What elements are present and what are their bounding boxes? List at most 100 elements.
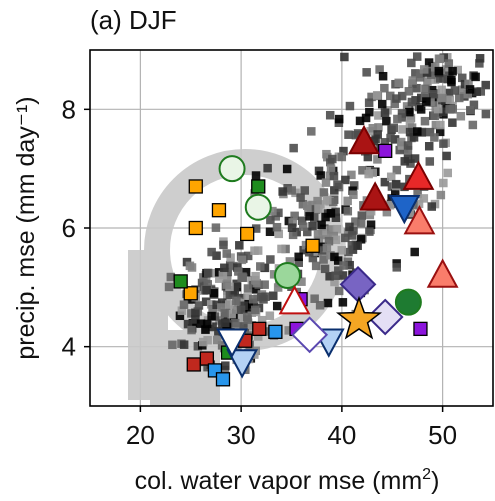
grid-point-marker <box>337 246 347 255</box>
grid-point-marker <box>471 72 480 82</box>
grid-point-marker <box>194 301 204 310</box>
grid-point-marker <box>340 52 349 62</box>
grid-point-marker <box>183 319 193 329</box>
grid-point-marker <box>450 86 460 95</box>
grid-point-marker <box>394 78 403 88</box>
grid-point-marker <box>466 105 475 115</box>
grid-point-marker <box>164 282 174 292</box>
grid-point-marker <box>321 178 331 187</box>
grid-point-marker <box>330 252 339 262</box>
grid-point-marker <box>481 109 491 119</box>
grid-point-marker <box>290 211 299 221</box>
grid-point-marker <box>386 172 396 182</box>
triangle-up-marker <box>348 124 380 155</box>
grid-point-marker <box>273 283 283 292</box>
grid-point-marker <box>324 236 334 246</box>
grid-point-marker <box>409 133 419 142</box>
grid-point-marker <box>239 322 248 331</box>
grid-point-marker <box>274 229 284 239</box>
diamond-marker <box>291 316 329 354</box>
grid-point-marker <box>445 105 454 114</box>
grid-point-marker <box>325 110 335 120</box>
grid-point-marker <box>403 141 413 150</box>
grid-point-marker <box>317 220 326 230</box>
grid-point-marker <box>251 271 260 281</box>
grid-point-marker <box>347 240 357 250</box>
grid-point-marker <box>362 68 371 77</box>
grid-point-marker <box>391 179 401 189</box>
grid-point-marker <box>443 168 453 178</box>
grid-point-marker <box>356 219 366 228</box>
circle-marker <box>273 261 301 289</box>
y-tick-label: 4 <box>62 332 76 362</box>
grid-point-marker <box>475 54 485 63</box>
grid-point-marker <box>287 223 297 232</box>
grid-point-marker <box>243 284 253 293</box>
grid-point-marker <box>375 65 384 74</box>
grid-point-marker <box>207 247 216 257</box>
grid-point-marker <box>398 125 407 134</box>
grid-point-marker <box>416 105 426 114</box>
grid-point-marker <box>397 91 407 101</box>
grid-point-marker <box>237 313 247 323</box>
grid-point-marker <box>217 298 227 307</box>
grid-point-marker <box>424 58 434 67</box>
grid-point-marker <box>427 202 437 211</box>
grid-point-marker <box>447 75 456 85</box>
circle-marker <box>244 193 272 221</box>
grid-point-marker <box>323 298 333 308</box>
grid-point-marker <box>166 272 176 282</box>
grid-point-marker <box>458 73 467 83</box>
grid-point-marker <box>374 111 383 120</box>
grid-point-marker <box>408 76 418 85</box>
square-marker <box>268 324 283 339</box>
grid-point-marker <box>344 247 353 257</box>
grid-point-marker <box>345 260 354 270</box>
grid-point-marker <box>266 215 275 225</box>
grid-point-marker <box>389 123 398 133</box>
square-marker <box>378 143 393 159</box>
grid-point-marker <box>208 305 217 314</box>
grid-point-marker <box>481 80 490 90</box>
grid-point-marker <box>404 87 414 96</box>
grid-point-marker <box>299 222 308 231</box>
grid-point-marker <box>179 340 189 349</box>
grid-point-marker <box>357 211 367 220</box>
grid-point-marker <box>463 89 473 99</box>
square-marker <box>252 321 267 337</box>
grid-point-marker <box>227 309 236 319</box>
grid-point-marker <box>318 226 328 236</box>
grid-point-marker <box>197 278 207 288</box>
grid-point-marker <box>209 269 219 278</box>
grid-point-marker <box>414 199 424 209</box>
grid-point-marker <box>413 127 422 136</box>
grid-point-marker <box>332 224 342 234</box>
grid-point-marker <box>328 154 337 164</box>
grid-point-marker <box>247 322 257 331</box>
grid-point-marker <box>329 171 339 181</box>
grid-point-marker <box>274 208 283 218</box>
y-tick-label: 8 <box>62 94 76 124</box>
grid-point-marker <box>392 94 401 103</box>
grid-point-marker <box>390 99 400 109</box>
grid-point-marker <box>456 111 466 121</box>
grid-point-marker <box>403 146 413 155</box>
grid-point-marker <box>341 233 350 243</box>
grid-point-marker <box>260 263 270 273</box>
grid-point-marker <box>373 155 382 164</box>
grid-point-marker <box>405 127 415 137</box>
grid-point-marker <box>457 85 467 94</box>
grid-point-marker <box>390 135 400 144</box>
grid-point-marker <box>237 255 247 265</box>
grid-point-marker <box>202 319 212 329</box>
grid-point-marker <box>211 223 221 232</box>
grid-point-marker <box>288 218 297 227</box>
square-marker <box>211 203 227 218</box>
grid-point-marker <box>331 271 340 280</box>
grid-point-marker <box>410 247 419 257</box>
x-tick-label: 40 <box>327 420 356 450</box>
grid-point-marker <box>334 114 344 124</box>
grid-point-marker <box>453 65 462 75</box>
grid-point-marker <box>343 206 353 216</box>
model-markers <box>173 124 459 387</box>
